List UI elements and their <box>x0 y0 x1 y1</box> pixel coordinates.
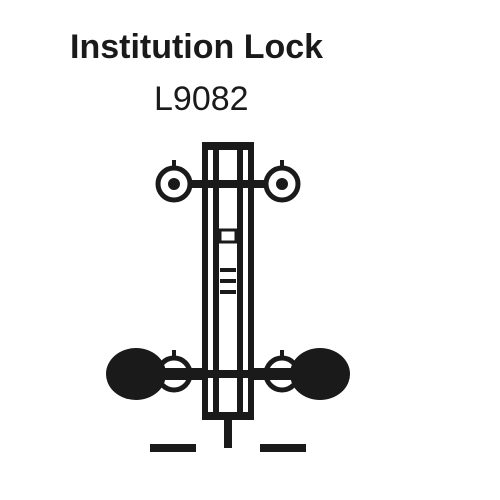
figure-container: Institution Lock L9082 <box>0 0 500 500</box>
lock-diagram-icon <box>0 0 500 500</box>
